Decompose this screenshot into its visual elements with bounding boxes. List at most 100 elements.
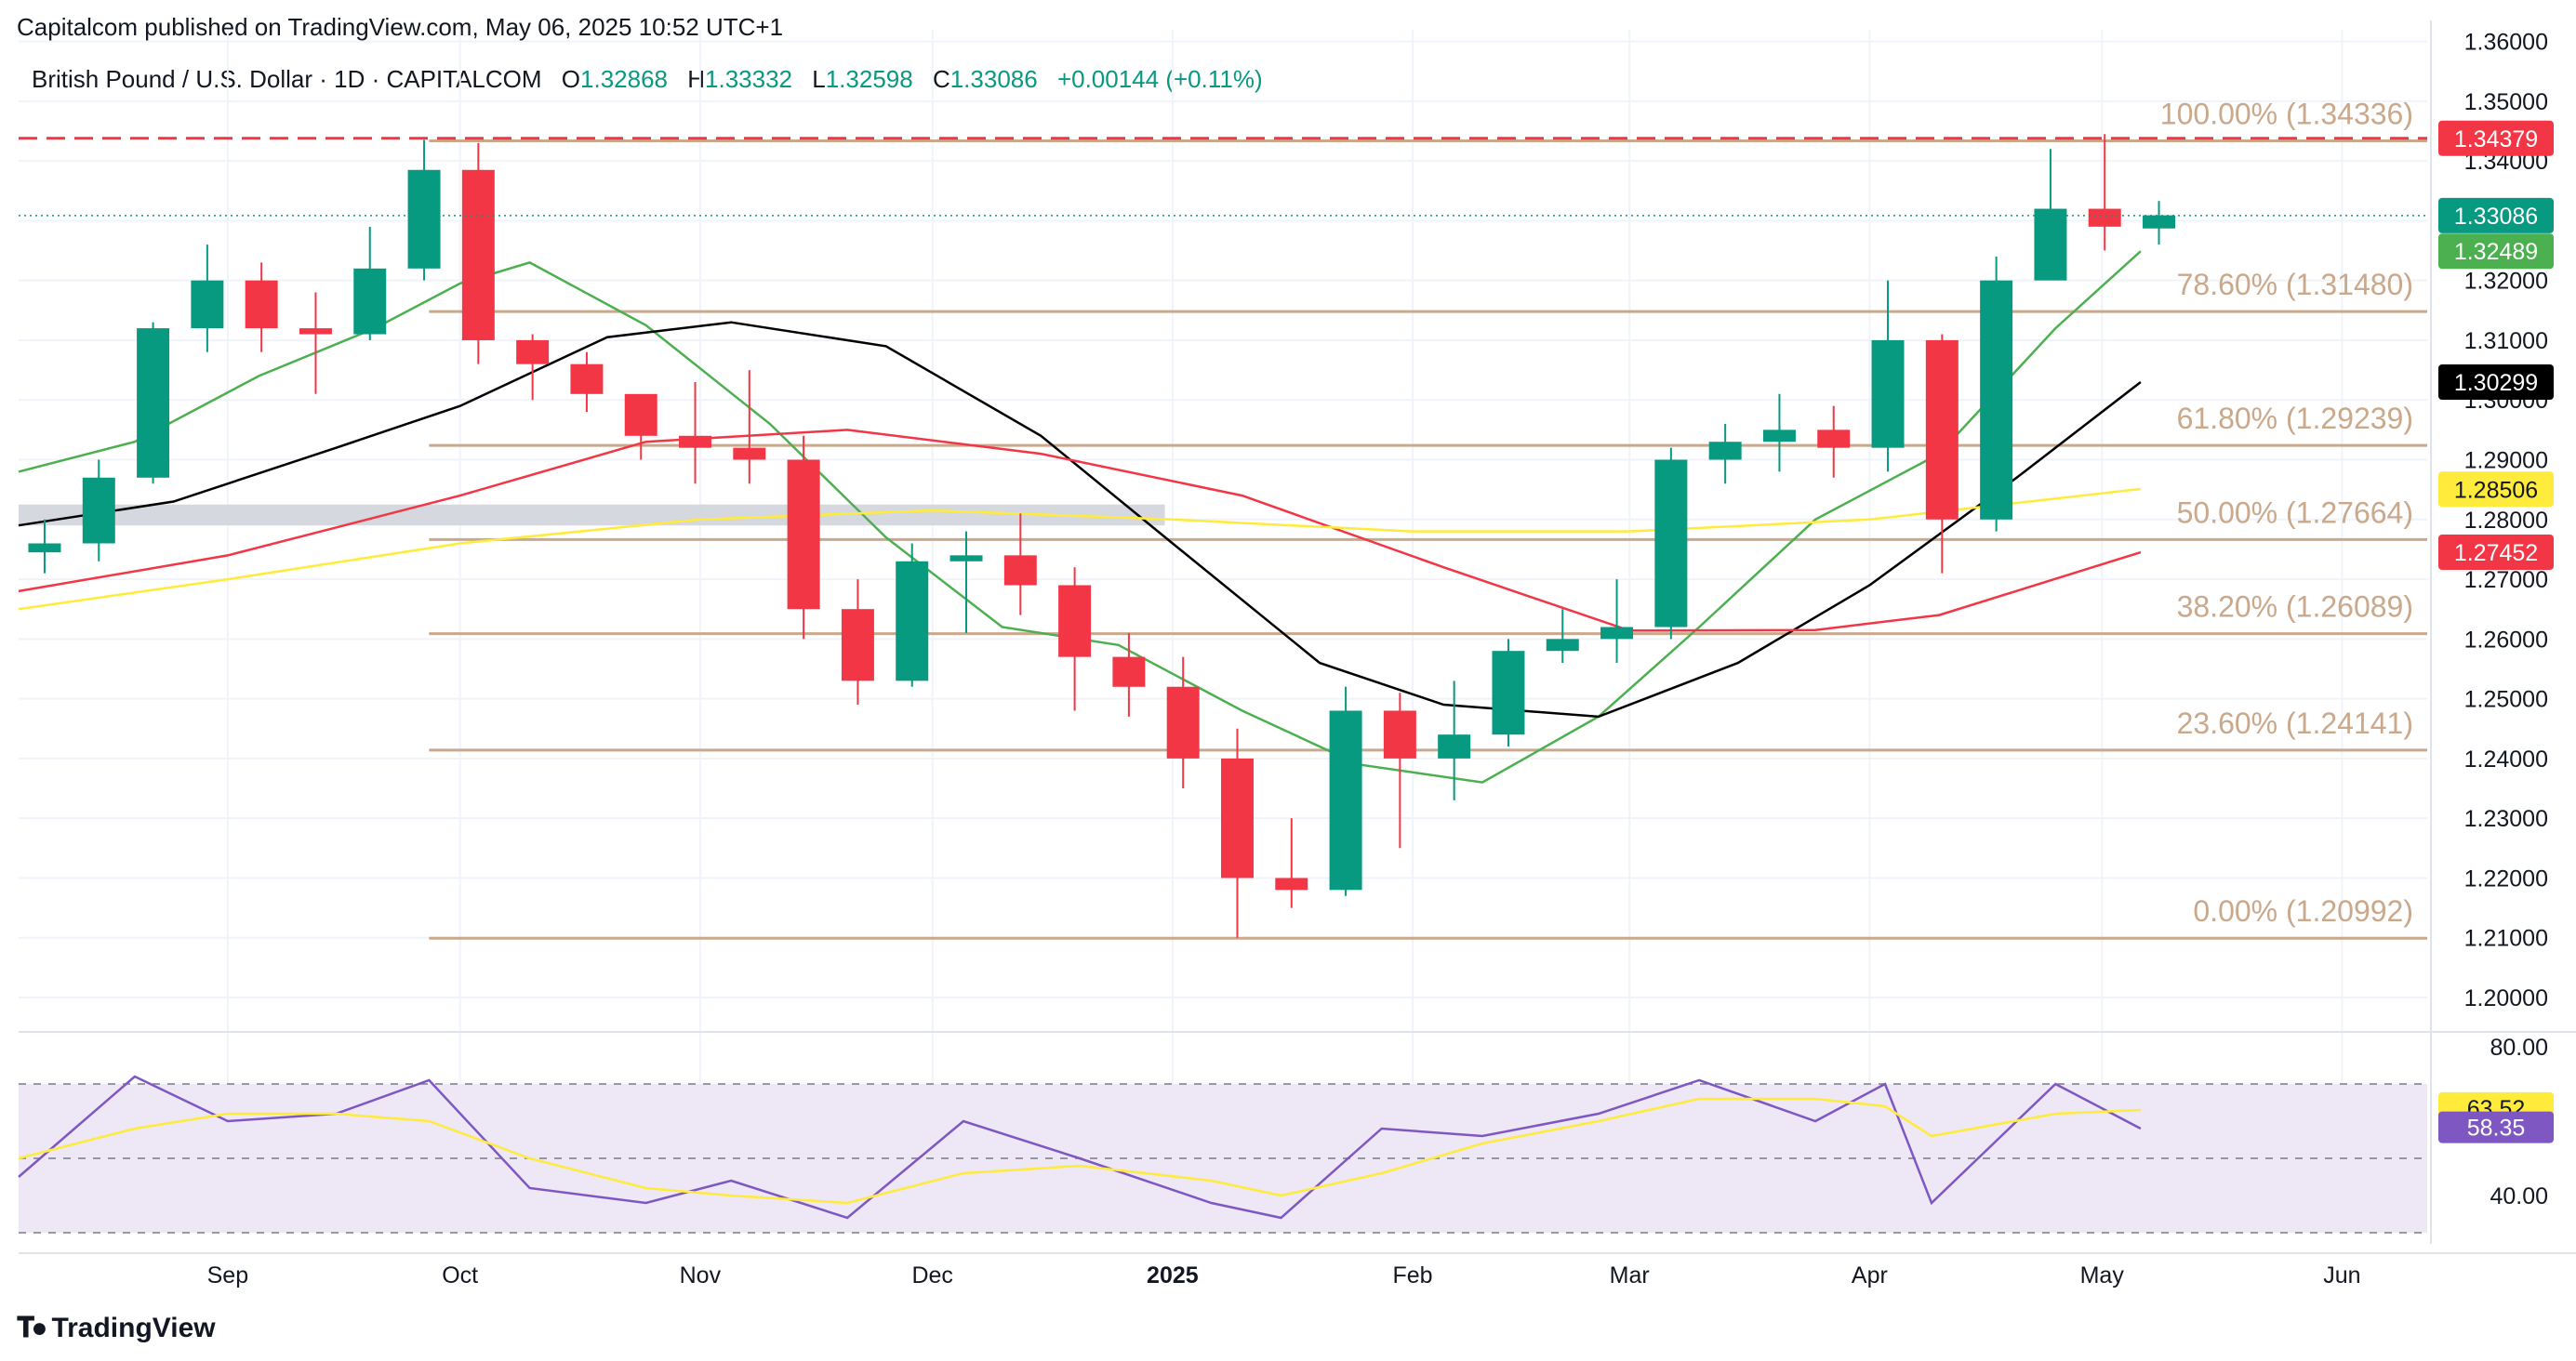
x-tick-label: Dec	[911, 1262, 952, 1288]
candle-body	[1871, 339, 1905, 448]
candle-body	[1221, 758, 1254, 879]
y-tick-label: 1.32000	[2464, 269, 2548, 295]
fib-level-label: 78.60% (1.31480)	[2177, 268, 2413, 301]
y-tick-label: 1.36000	[2464, 30, 2548, 56]
candle-body	[28, 543, 61, 553]
close-label: C	[932, 65, 950, 93]
candle-body	[1058, 585, 1092, 657]
price-badge-box	[2438, 120, 2554, 156]
candle-body	[1166, 686, 1200, 759]
x-tick-label: Nov	[680, 1262, 722, 1288]
candle-body	[137, 328, 170, 478]
candle-body	[624, 393, 657, 436]
rsi-pane[interactable]	[18, 1075, 2427, 1234]
candle-body	[82, 477, 115, 544]
candle-body	[1817, 429, 1851, 448]
x-tick-label: Feb	[1392, 1262, 1432, 1288]
moving-average-line	[18, 487, 2142, 611]
y-tick-label: 1.27000	[2464, 567, 2548, 593]
x-tick-label: Oct	[442, 1262, 478, 1288]
candle-body	[191, 280, 224, 329]
rsi-badge-label: 58.35	[2467, 1116, 2526, 1142]
moving-average-line	[18, 429, 2142, 632]
grid	[19, 30, 2427, 1235]
y-tick-label: 1.26000	[2464, 627, 2548, 653]
tradingview-logo-icon: 𝐓●	[17, 1313, 48, 1343]
price-badge-label: 1.28506	[2454, 477, 2538, 503]
candle-body	[787, 459, 820, 610]
candle-body	[949, 555, 983, 562]
candle-body	[299, 328, 332, 335]
publisher-caption: Capitalcom published on TradingView.com,…	[17, 13, 784, 41]
candle-body	[1492, 651, 1525, 735]
candle-body	[1112, 656, 1146, 687]
candle-body	[1762, 429, 1796, 443]
rsi-ma-line	[18, 1097, 2141, 1205]
x-tick-label: 2025	[1147, 1262, 1199, 1288]
candle-body	[2143, 215, 2176, 229]
change-value: +0.00144 (+0.11%)	[1056, 65, 1263, 93]
candle-body	[1438, 734, 1471, 759]
fib-level-label: 0.00% (1.20992)	[2193, 894, 2413, 928]
candle-body	[733, 447, 766, 460]
y-tick-label: 1.20000	[2464, 985, 2548, 1011]
x-tick-label: May	[2080, 1262, 2125, 1288]
y-tick-label: 1.35000	[2464, 89, 2548, 115]
tradingview-logo-text: TradingView	[51, 1313, 216, 1343]
price-badge-label: 1.27452	[2454, 540, 2538, 566]
candle-body	[1600, 627, 1634, 640]
candle-body	[1275, 878, 1308, 891]
x-tick-label: Sep	[207, 1262, 248, 1288]
y-tick-label: 1.28000	[2464, 508, 2548, 534]
candle-body	[841, 609, 874, 681]
candle-body	[516, 339, 550, 364]
fib-level-label: 23.60% (1.24141)	[2177, 707, 2413, 740]
candle-body	[245, 280, 278, 329]
fib-level-label: 38.20% (1.26089)	[2177, 590, 2413, 624]
candle-body	[1329, 710, 1362, 891]
open-value: 1.32868	[580, 65, 669, 93]
candle-body	[407, 169, 441, 269]
symbol-legend: British Pound / U.S. Dollar · 1D · CAPIT…	[32, 65, 1263, 94]
fib-level-label: 50.00% (1.27664)	[2177, 496, 2413, 529]
symbol-name[interactable]: British Pound / U.S. Dollar · 1D · CAPIT…	[32, 65, 542, 93]
x-tick-label: Apr	[1852, 1262, 1888, 1288]
high-value: 1.33332	[705, 65, 793, 93]
price-badge-label: 1.34379	[2454, 126, 2538, 152]
candle-body	[461, 169, 495, 340]
low-label: L	[812, 65, 826, 93]
price-badge-box	[2438, 197, 2554, 233]
axes: 1.360001.350001.340001.330001.320001.310…	[19, 20, 2576, 1288]
candle-body	[896, 561, 929, 681]
tradingview-logo[interactable]: 𝐓● TradingView	[17, 1313, 216, 1344]
rsi-tick-label: 40.00	[2490, 1183, 2548, 1209]
y-tick-label: 1.22000	[2464, 865, 2548, 892]
y-tick-label: 1.25000	[2464, 687, 2548, 713]
candle-body	[1654, 459, 1688, 628]
price-badge-box	[2438, 364, 2554, 401]
price-badge-label: 1.32489	[2454, 239, 2538, 265]
open-label: O	[561, 65, 581, 93]
rsi-badge-box	[2438, 1111, 2554, 1143]
y-tick-label: 1.24000	[2464, 747, 2548, 773]
candle-body	[1003, 555, 1037, 586]
candle-body	[1383, 710, 1416, 759]
fib-level-label: 100.00% (1.34336)	[2160, 98, 2413, 131]
candle-body	[1708, 442, 1742, 460]
candle-body	[2088, 208, 2121, 227]
candle-body	[1925, 339, 1959, 520]
fib-level-label: 61.80% (1.29239)	[2177, 402, 2413, 435]
x-tick-label: Jun	[2323, 1262, 2360, 1288]
rsi-band	[19, 1084, 2427, 1233]
price-badge-box	[2438, 233, 2554, 270]
support-zone	[19, 504, 1165, 526]
y-tick-label: 1.29000	[2464, 448, 2548, 474]
moving-average-line	[18, 321, 2142, 719]
candle-body	[1980, 280, 2013, 520]
y-tick-label: 1.31000	[2464, 328, 2548, 354]
candle-body	[679, 435, 712, 448]
y-tick-label: 1.21000	[2464, 926, 2548, 952]
price-badge-box	[2438, 471, 2554, 508]
fibonacci-retracement[interactable]: 100.00% (1.34336) 78.60% (1.31480) 61.80% …	[429, 98, 2427, 940]
